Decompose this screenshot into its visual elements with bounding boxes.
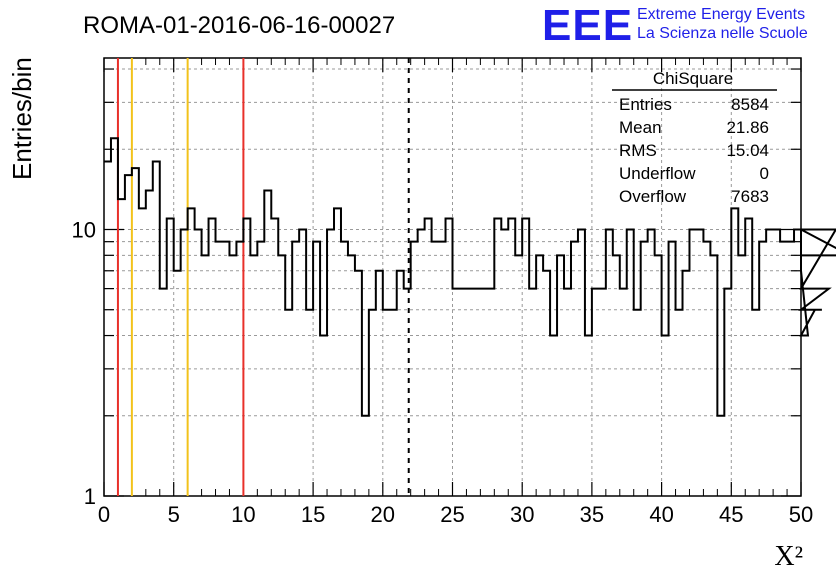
- stats-label-overflow: Overflow: [619, 187, 687, 206]
- x-tick-label: 30: [510, 502, 534, 527]
- x-tick-label: 5: [168, 502, 180, 527]
- x-tick-label: 15: [301, 502, 325, 527]
- stats-value-underflow: 0: [760, 164, 769, 183]
- y-tick-labels: 1 10: [72, 217, 96, 509]
- x-tick-label: 35: [580, 502, 604, 527]
- y-tick-label: 10: [72, 217, 96, 242]
- stats-label-underflow: Underflow: [619, 164, 696, 183]
- stats-label-mean: Mean: [619, 118, 662, 137]
- y-axis-title: Entries/bin: [7, 57, 37, 180]
- x-tick-label: 20: [371, 502, 395, 527]
- stats-value-entries: 8584: [731, 95, 769, 114]
- stats-title: ChiSquare: [653, 69, 733, 88]
- x-tick-label: 0: [98, 502, 110, 527]
- x-tick-label: 45: [719, 502, 743, 527]
- logo-line-1: Extreme Energy Events: [637, 6, 805, 23]
- marker-lines: [116, 58, 410, 496]
- eee-logo-mark: EEE: [542, 1, 633, 50]
- x-tick-label: 25: [440, 502, 464, 527]
- stats-label-rms: RMS: [619, 141, 657, 160]
- stats-label-entries: Entries: [619, 95, 672, 114]
- stats-box: ChiSquare Entries 8584 Mean 21.86 RMS 15…: [612, 69, 777, 206]
- x-tick-label: 40: [649, 502, 673, 527]
- x-tick-labels: 0 5 10 15 20 25 30 35 40 45 50: [98, 502, 813, 527]
- plot-title: ROMA-01-2016-06-16-00027: [83, 12, 395, 39]
- x-axis-title: X²: [774, 541, 803, 572]
- stats-value-overflow: 7683: [731, 187, 769, 206]
- logo-line-2: La Scienza nelle Scuole: [637, 25, 808, 42]
- histogram-series: [104, 137, 836, 417]
- x-tick-label: 50: [789, 502, 813, 527]
- y-tick-label: 1: [84, 484, 96, 509]
- x-tick-label: 10: [231, 502, 255, 527]
- stats-value-rms: 15.04: [726, 141, 769, 160]
- stats-value-mean: 21.86: [726, 118, 769, 137]
